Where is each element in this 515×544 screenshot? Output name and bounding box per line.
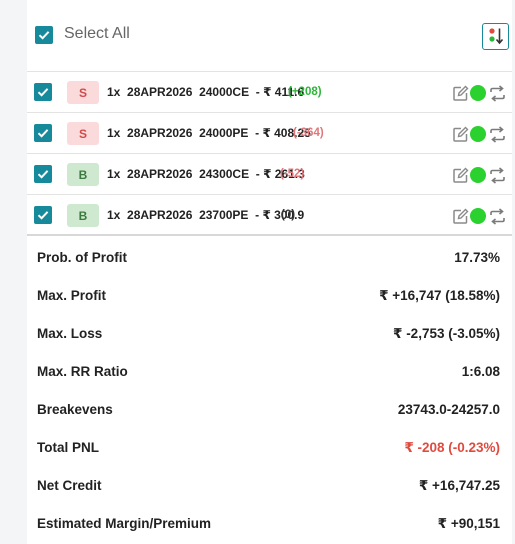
check-icon	[37, 88, 49, 97]
side-badge: S	[67, 81, 99, 104]
leg-checkbox[interactable]	[34, 165, 52, 183]
stat-value: 17.73%	[454, 250, 500, 265]
leg-row: B 1x 28APR2026 24300CE - ₹ 261.3 (-52)	[27, 154, 512, 195]
stat-row: Estimated Margin/Premium ₹ +90,151	[27, 504, 512, 542]
status-dot-icon	[470, 167, 486, 183]
leg-row: S 1x 28APR2026 24000PE - ₹ 408.25 (-364)	[27, 113, 512, 154]
stat-value: ₹ -2,753 (-3.05%)	[393, 326, 500, 341]
leg-row: S 1x 28APR2026 24000CE - ₹ 411.6 (+208)	[27, 72, 512, 113]
swap-icon[interactable]	[488, 166, 507, 184]
stat-row: Max. RR Ratio 1:6.08	[27, 352, 512, 390]
sort-icon	[489, 28, 504, 45]
select-all-label[interactable]: Select All	[64, 25, 130, 42]
strategy-panel: Select All S 1x 28APR2026 24000CE - ₹ 411…	[27, 0, 512, 544]
leg-row: B 1x 28APR2026 23700PE - ₹ 300.9 (0)	[27, 195, 512, 236]
status-dot-icon	[470, 208, 486, 224]
swap-icon[interactable]	[488, 125, 507, 143]
leg-checkbox[interactable]	[34, 124, 52, 142]
leg-pnl: (+208)	[288, 86, 322, 98]
leg-actions	[452, 125, 507, 143]
select-all-header: Select All	[27, 0, 512, 72]
check-icon	[37, 170, 49, 179]
stat-row: Total PNL ₹ -208 (-0.23%)	[27, 428, 512, 466]
swap-icon[interactable]	[488, 207, 507, 225]
stat-value: 1:6.08	[461, 364, 500, 379]
legs-list: S 1x 28APR2026 24000CE - ₹ 411.6 (+208) S 1x…	[27, 72, 512, 236]
check-icon	[38, 31, 50, 40]
edit-icon[interactable]	[452, 85, 469, 102]
stat-row: Max. Profit ₹ +16,747 (18.58%)	[27, 276, 512, 314]
leg-actions	[452, 84, 507, 102]
leg-description: 1x 28APR2026 24000CE - ₹ 411.6	[107, 85, 305, 99]
check-icon	[37, 129, 49, 138]
stat-value: ₹ +16,747 (18.58%)	[379, 288, 500, 303]
stat-label: Max. RR Ratio	[37, 364, 128, 379]
strategy-stats: Prob. of Profit 17.73% Max. Profit ₹ +16,74…	[27, 238, 512, 542]
stat-label: Net Credit	[37, 478, 102, 493]
stat-label: Max. Profit	[37, 288, 107, 303]
stat-label: Prob. of Profit	[37, 250, 127, 265]
leg-description: 1x 28APR2026 24000PE - ₹ 408.25	[107, 126, 311, 140]
stat-row: Net Credit ₹ +16,747.25	[27, 466, 512, 504]
side-badge: B	[67, 204, 99, 227]
leg-checkbox[interactable]	[34, 206, 52, 224]
swap-icon[interactable]	[488, 84, 507, 102]
stat-row: Breakevens 23743.0-24257.0	[27, 390, 512, 428]
leg-pnl: (-364)	[293, 127, 324, 139]
status-dot-icon	[470, 126, 486, 142]
leg-actions	[452, 166, 507, 184]
stat-label: Total PNL	[37, 440, 99, 455]
stat-label: Breakevens	[37, 402, 113, 417]
side-badge: S	[67, 122, 99, 145]
stat-row: Max. Loss ₹ -2,753 (-3.05%)	[27, 314, 512, 352]
check-icon	[37, 211, 49, 220]
sort-button[interactable]	[482, 23, 509, 50]
stat-value: ₹ +90,151	[437, 516, 500, 531]
leg-actions	[452, 207, 507, 225]
leg-description: 1x 28APR2026 24300CE - ₹ 261.3	[107, 167, 305, 181]
stat-value: ₹ +16,747.25	[418, 478, 500, 493]
leg-description: 1x 28APR2026 23700PE - ₹ 300.9	[107, 208, 305, 222]
side-badge: B	[67, 163, 99, 186]
stat-value: 23743.0-24257.0	[397, 402, 500, 417]
edit-icon[interactable]	[452, 208, 469, 225]
stat-row: Prob. of Profit 17.73%	[27, 238, 512, 276]
select-all-checkbox[interactable]	[35, 26, 53, 44]
leg-pnl: (-52)	[280, 168, 305, 180]
stat-label: Estimated Margin/Premium	[37, 516, 212, 531]
leg-pnl: (0)	[281, 209, 296, 221]
stat-value: ₹ -208 (-0.23%)	[404, 440, 500, 455]
leg-checkbox[interactable]	[34, 83, 52, 101]
stat-label: Max. Loss	[37, 326, 103, 341]
status-dot-icon	[470, 85, 486, 101]
edit-icon[interactable]	[452, 126, 469, 143]
edit-icon[interactable]	[452, 167, 469, 184]
